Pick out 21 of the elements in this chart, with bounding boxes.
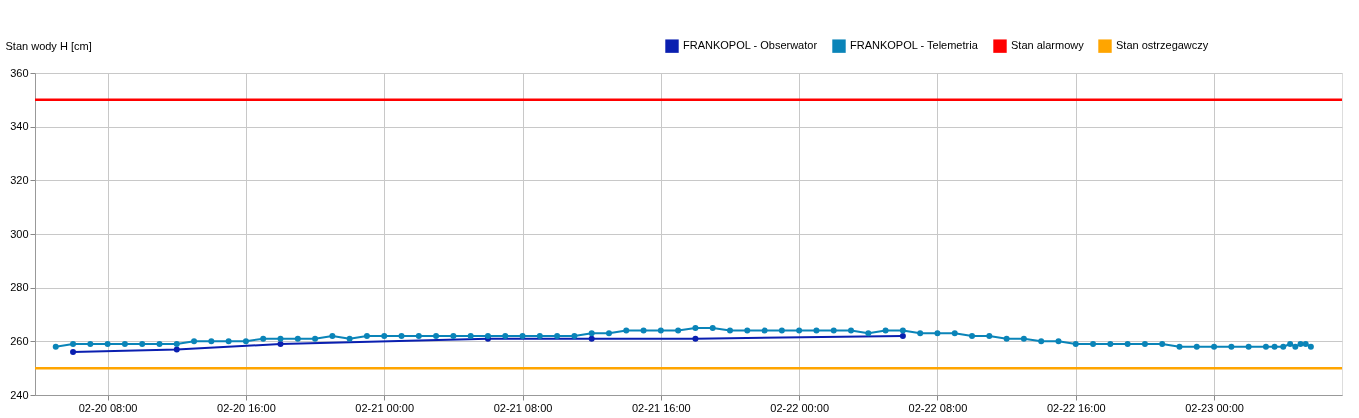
- y-tick-label: 260: [10, 334, 29, 347]
- y-tick-label: 360: [10, 66, 29, 79]
- legend-label: FRANKOPOL - Telemetria: [850, 39, 979, 52]
- y-axis-title: Stan wody H [cm]: [5, 39, 92, 52]
- x-tick-label: 02-20 08:00: [78, 401, 138, 414]
- y-tick-label: 340: [10, 120, 29, 133]
- x-tick-label: 02-23 00:00: [1185, 401, 1244, 414]
- x-tick-label: 02-21 00:00: [355, 401, 415, 414]
- y-tick-label: 300: [10, 227, 29, 240]
- y-tick-label: 240: [10, 388, 29, 401]
- x-tick-label: 02-21 16:00: [631, 401, 691, 414]
- x-tick-label: 02-22 16:00: [1046, 401, 1106, 414]
- legend-label: Stan ostrzegawczy: [1116, 39, 1209, 52]
- y-tick-label: 280: [10, 281, 29, 294]
- x-tick-label: 02-21 08:00: [493, 401, 553, 414]
- x-tick-label: 02-22 08:00: [908, 401, 968, 414]
- x-tick-label: 02-20 16:00: [217, 401, 276, 414]
- legend-label: Stan alarmowy: [1011, 39, 1085, 52]
- legend-label: FRANKOPOL - Obserwator: [683, 39, 818, 52]
- y-tick-label: 320: [10, 173, 29, 186]
- x-tick-label: 02-22 00:00: [770, 401, 829, 414]
